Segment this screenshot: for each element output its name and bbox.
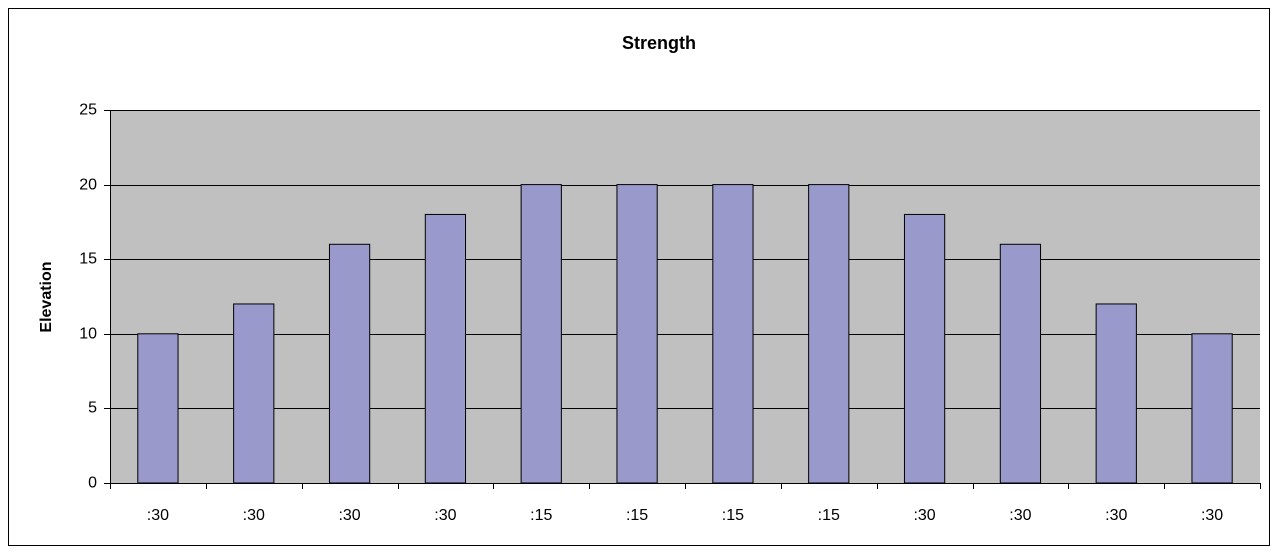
bar (137, 333, 179, 484)
x-tick-label: :15 (530, 507, 552, 524)
bar (999, 243, 1042, 484)
x-tick-label: :15 (626, 507, 648, 524)
bar (1191, 333, 1233, 484)
x-tick-label: :30 (913, 507, 935, 524)
x-tick-label: :15 (722, 507, 744, 524)
x-tick-label: :30 (338, 507, 360, 524)
x-tick-label: :15 (818, 507, 840, 524)
bar (616, 184, 658, 484)
bar (808, 184, 850, 484)
x-tick-label: :30 (1201, 507, 1223, 524)
x-tick-label: :30 (243, 507, 265, 524)
y-tick-label: 20 (79, 177, 97, 194)
x-tick-label: :30 (1009, 507, 1031, 524)
x-tick-label: :30 (434, 507, 456, 524)
x-tick-label: :30 (1105, 507, 1127, 524)
bar (233, 303, 275, 484)
bar (328, 243, 371, 484)
chart-title: Strength (622, 33, 696, 53)
bar (424, 213, 467, 484)
plot-area: 0 5 10 15 20 25 :30 :30 :30 :30 :15 :15 :15 :15 :30 :30… (79, 102, 1261, 524)
y-tick-label: 5 (88, 400, 97, 417)
bar (1095, 303, 1137, 484)
bar (903, 213, 946, 484)
x-tick-label: :30 (147, 507, 169, 524)
y-axis-label: Elevation (38, 261, 55, 332)
y-tick-label: 15 (79, 251, 97, 268)
y-tick-label: 25 (79, 102, 97, 119)
plot-background (110, 110, 1260, 483)
y-tick-label: 10 (79, 326, 97, 343)
bar (520, 184, 562, 484)
bar (712, 184, 754, 484)
y-tick-label: 0 (88, 475, 97, 492)
